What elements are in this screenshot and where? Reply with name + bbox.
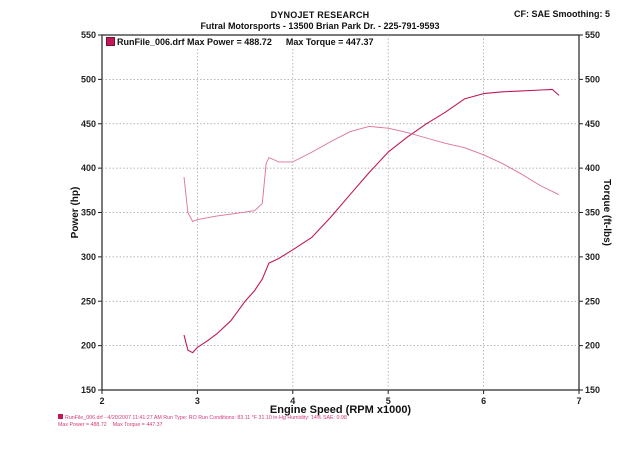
y-tick-label-left: 550 (81, 30, 96, 40)
y-tick-label-right: 300 (585, 252, 600, 262)
x-tick-label: 5 (386, 396, 391, 406)
correction-smoothing-label: CF: SAE Smoothing: 5 (514, 9, 610, 19)
x-tick-label: 7 (576, 396, 581, 406)
chart-subtitle: Futral Motorsports - 13500 Brian Park Dr… (200, 21, 440, 31)
legend-run-label: RunFile_006.drf Max Power = 488.72 (117, 37, 272, 47)
legend-swatch (106, 37, 115, 46)
torque-curve (183, 125, 560, 222)
footer-max-torque: Max Torque = 447.37 (112, 422, 163, 428)
footer-swatch (58, 414, 63, 419)
y-tick-label-right: 500 (585, 74, 600, 84)
y-tick-label-left: 350 (81, 208, 96, 218)
y-tick-label-right: 400 (585, 163, 600, 173)
y-tick-label-right: 350 (585, 208, 600, 218)
x-tick-label: 2 (99, 396, 104, 406)
legend-torque-label: Max Torque = 447.37 (285, 37, 374, 47)
y-tick-label-left: 500 (81, 74, 96, 84)
y-tick-label-left: 450 (81, 119, 96, 129)
y-axis-label-left: Power (hp) (70, 187, 81, 239)
y-tick-label-left: 300 (81, 252, 96, 262)
x-axis-label: Engine Speed (RPM x1000) (270, 404, 412, 416)
run-max-line: Max Power = 488.72 Max Torque = 447.37 (58, 422, 347, 429)
y-tick-label-right: 200 (585, 341, 600, 351)
y-tick-label-left: 150 (81, 385, 96, 395)
chart-legend: RunFile_006.drf Max Power = 488.72 Max To… (104, 37, 376, 47)
run-info-footer: RunFile_006.drf - 4/20/2007 11:41:27 AM … (58, 414, 347, 429)
y-tick-label-right: 450 (585, 119, 600, 129)
y-tick-label-left: 200 (81, 341, 96, 351)
run-info-line: RunFile_006.drf - 4/20/2007 11:41:27 AM … (58, 414, 347, 422)
y-tick-label-right: 250 (585, 296, 600, 306)
run-info-text: RunFile_006.drf - 4/20/2007 11:41:27 AM … (65, 415, 347, 421)
y-tick-label-right: 150 (585, 385, 600, 395)
y-tick-label-left: 400 (81, 163, 96, 173)
y-axis-label-right: Torque (ft-lbs) (601, 179, 612, 246)
footer-max-power: Max Power = 488.72 (58, 422, 107, 428)
y-tick-label-right: 550 (585, 30, 600, 40)
x-tick-label: 4 (290, 396, 295, 406)
x-tick-label: 3 (195, 396, 200, 406)
power-curve (183, 88, 560, 354)
y-tick-label-left: 250 (81, 296, 96, 306)
x-tick-label: 6 (481, 396, 486, 406)
chart-title: DYNOJET RESEARCH (270, 10, 370, 20)
